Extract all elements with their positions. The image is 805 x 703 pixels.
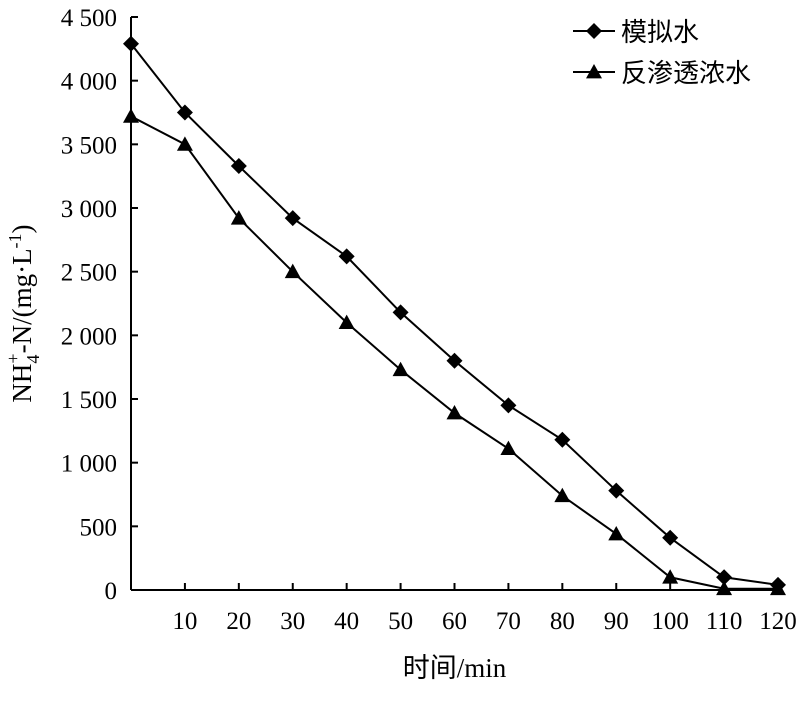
y-tick-label: 4 500 bbox=[61, 5, 117, 32]
data-point-triangle bbox=[662, 569, 679, 584]
data-point-diamond bbox=[284, 210, 301, 227]
y-axis-title-main: NH bbox=[7, 364, 37, 403]
data-point-diamond bbox=[554, 431, 571, 448]
data-point-diamond bbox=[392, 304, 409, 321]
x-tick-label: 110 bbox=[706, 608, 743, 635]
x-tick-label: 80 bbox=[550, 608, 575, 635]
x-tick-label: 90 bbox=[604, 608, 629, 635]
x-tick-label: 70 bbox=[496, 608, 521, 635]
data-point-diamond bbox=[123, 35, 139, 52]
y-tick-label: 2 500 bbox=[61, 260, 117, 287]
data-point-triangle bbox=[284, 263, 301, 279]
x-tick-label: 30 bbox=[280, 608, 305, 635]
y-axis-title-rest: -N/(mg·L bbox=[7, 248, 37, 353]
y-axis-title: NH4+-N/(mg·L-1) bbox=[3, 224, 43, 402]
data-point-triangle bbox=[123, 108, 139, 123]
y-tick-label: 3 500 bbox=[61, 132, 117, 159]
legend-marker-triangle bbox=[586, 64, 602, 79]
x-tick-label: 100 bbox=[651, 608, 689, 635]
x-tick-label: 50 bbox=[388, 608, 413, 635]
data-point-triangle bbox=[770, 580, 786, 596]
y-axis-title-sup2: -1 bbox=[5, 233, 25, 248]
y-tick-label: 4 000 bbox=[61, 69, 117, 96]
data-point-triangle bbox=[716, 580, 733, 596]
legend-item-2: 反渗透浓水 bbox=[573, 59, 751, 89]
x-tick-label: 120 bbox=[759, 608, 797, 635]
legend-marker-diamond bbox=[586, 23, 602, 39]
data-point-triangle bbox=[230, 210, 247, 225]
y-axis-title-close: ) bbox=[7, 224, 37, 233]
y-tick-label: 2 000 bbox=[61, 323, 117, 350]
y-axis: 0 500 1 000 1 500 2 000 2 500 3 000 3 500 4 000 4… bbox=[61, 5, 138, 605]
legend-label: 模拟水 bbox=[621, 18, 699, 48]
x-tick-label: 40 bbox=[334, 608, 359, 635]
y-axis-title-sup: + bbox=[3, 353, 23, 363]
data-point-triangle bbox=[554, 487, 571, 503]
legend-label: 反渗透浓水 bbox=[621, 59, 751, 89]
y-tick-label: 1 500 bbox=[61, 387, 117, 414]
x-axis-title: 时间/min bbox=[403, 653, 507, 683]
y-axis-title-sub: 4 bbox=[23, 355, 43, 364]
series-2 bbox=[123, 108, 786, 596]
data-point-triangle bbox=[338, 314, 355, 329]
data-point-triangle bbox=[608, 525, 625, 541]
data-point-triangle bbox=[176, 136, 193, 151]
y-tick-label: 3 000 bbox=[61, 196, 117, 223]
x-tick-label: 60 bbox=[442, 608, 467, 635]
data-point-diamond bbox=[176, 104, 193, 121]
y-tick-label: 0 bbox=[105, 578, 118, 605]
x-tick-label: 10 bbox=[172, 608, 197, 635]
data-point-diamond bbox=[338, 248, 355, 265]
data-point-diamond bbox=[500, 397, 517, 414]
series-1 bbox=[123, 35, 786, 593]
data-point-triangle bbox=[500, 440, 517, 456]
x-tick-label: 20 bbox=[226, 608, 251, 635]
x-axis: 10 20 30 40 50 60 70 80 90 100 110 120 bbox=[131, 583, 797, 635]
data-point-diamond bbox=[608, 482, 625, 499]
y-tick-label: 500 bbox=[80, 514, 118, 541]
data-point-triangle bbox=[446, 405, 463, 420]
data-point-diamond bbox=[230, 157, 247, 174]
data-point-triangle bbox=[392, 361, 409, 377]
data-point-diamond bbox=[446, 352, 463, 369]
series-layer bbox=[123, 35, 786, 596]
legend-item-1: 模拟水 bbox=[573, 18, 699, 48]
series-line bbox=[130, 115, 778, 590]
data-point-diamond bbox=[662, 529, 679, 546]
data-point-diamond bbox=[716, 569, 733, 586]
series-line bbox=[130, 43, 779, 586]
y-tick-label: 1 000 bbox=[61, 451, 117, 478]
